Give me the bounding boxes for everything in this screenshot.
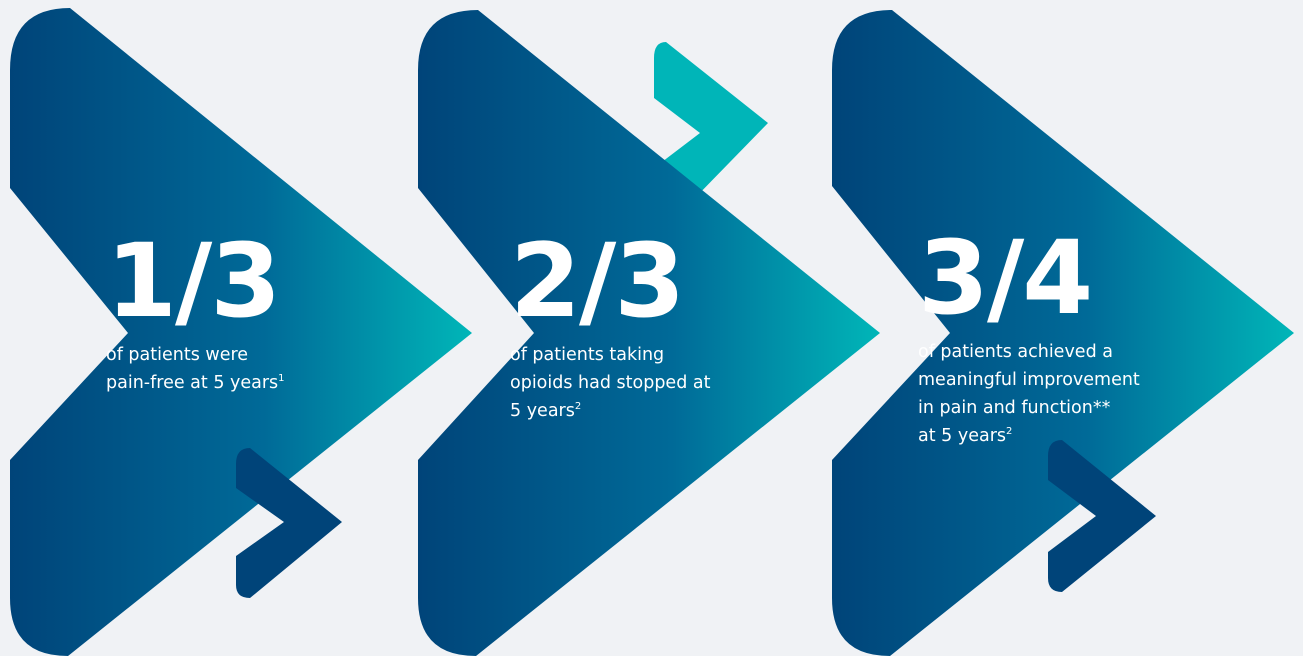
stat-description: of patients taking opioids had stopped a… (510, 345, 711, 421)
stat-block-1: 1/3 of patients were pain-free at 5 year… (106, 231, 346, 397)
large-arrow-2 (418, 10, 880, 656)
stat-fraction: 3/4 (918, 219, 1093, 338)
large-arrow-3 (832, 10, 1294, 656)
stat-block-3: 3/4 of patients achieved a meaningful im… (918, 228, 1218, 450)
stat-description: of patients were pain-free at 5 years1 (106, 345, 285, 393)
large-arrow-1 (10, 8, 472, 656)
small-navy-arrow-1 (236, 448, 342, 598)
stat-fraction: 2/3 (510, 222, 685, 341)
stat-block-2: 2/3 of patients taking opioids had stopp… (510, 231, 800, 425)
stat-description: of patients achieved a meaningful improv… (918, 342, 1140, 446)
small-navy-arrow-3 (1048, 440, 1156, 592)
stat-fraction: 1/3 (106, 222, 281, 341)
footnote-marker: 2 (574, 401, 582, 413)
footnote-marker: 1 (278, 373, 285, 385)
footnote-marker: 2 (1006, 426, 1013, 438)
